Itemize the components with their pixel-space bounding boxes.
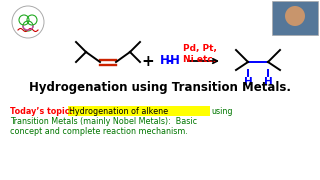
Circle shape <box>285 6 305 26</box>
Text: +: + <box>142 53 154 69</box>
Text: Transition Metals (mainly Nobel Metals):  Basic: Transition Metals (mainly Nobel Metals):… <box>10 117 197 126</box>
Text: H: H <box>170 55 180 68</box>
Text: Pd, Pt,: Pd, Pt, <box>183 44 216 53</box>
Text: Ni etc.: Ni etc. <box>183 55 216 64</box>
FancyBboxPatch shape <box>68 106 210 116</box>
FancyBboxPatch shape <box>272 1 318 35</box>
Text: H: H <box>160 55 170 68</box>
Text: H: H <box>244 77 252 87</box>
Text: using: using <box>211 107 233 116</box>
Text: Today’s topic:: Today’s topic: <box>10 107 73 116</box>
Text: Hydrogenation using Transition Metals.: Hydrogenation using Transition Metals. <box>29 82 291 94</box>
Text: concept and complete reaction mechanism.: concept and complete reaction mechanism. <box>10 127 188 136</box>
Text: H: H <box>264 77 272 87</box>
Text: Hydrogenation of alkene: Hydrogenation of alkene <box>69 107 168 116</box>
